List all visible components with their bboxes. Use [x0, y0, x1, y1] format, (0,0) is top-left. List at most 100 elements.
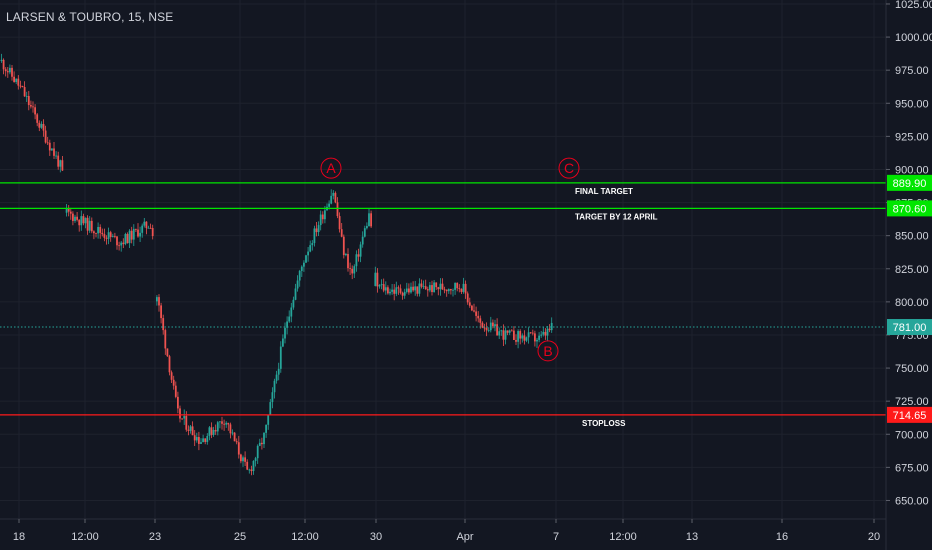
candle-body — [307, 251, 309, 256]
price-axis-label: 850.00 — [895, 231, 929, 243]
price-axis-label: 700.00 — [895, 429, 929, 441]
candle-body — [349, 268, 351, 269]
level-price-badge: 714.65 — [893, 410, 927, 422]
candle-body — [105, 237, 108, 239]
candle-body — [460, 288, 463, 292]
price-axis-label: 725.00 — [895, 396, 929, 408]
wave-label: B — [543, 343, 552, 359]
candle-body — [235, 441, 238, 443]
candle-body — [248, 469, 251, 471]
candle-body — [11, 67, 13, 77]
candle-body — [437, 287, 440, 290]
time-axis-label: 13 — [686, 531, 698, 543]
candle-body — [370, 213, 372, 227]
candle-body — [27, 96, 30, 106]
candle-body — [139, 232, 141, 237]
candle-body — [382, 284, 385, 291]
candle-body — [458, 288, 461, 290]
candle-body — [319, 214, 322, 226]
candle-body — [193, 435, 196, 441]
candle-body — [294, 288, 297, 300]
candle-body — [195, 437, 198, 441]
time-axis-label: 7 — [553, 531, 559, 543]
candle-body — [397, 287, 400, 289]
candle-body — [242, 457, 244, 462]
candle-body — [57, 155, 60, 167]
candle-body — [122, 242, 125, 245]
candle-body — [284, 327, 286, 339]
candle-body — [65, 208, 68, 213]
candle-body — [466, 293, 469, 303]
candle-body — [174, 385, 177, 397]
candle-body — [164, 330, 167, 349]
candle-body — [506, 330, 509, 333]
candle-body — [384, 287, 387, 291]
candle-body — [475, 311, 477, 316]
candle-body — [42, 123, 45, 131]
candle-body — [216, 422, 219, 432]
candle-body — [111, 236, 114, 237]
candle-body — [441, 283, 444, 290]
candle-body — [420, 283, 423, 287]
candle-body — [168, 356, 171, 373]
candle-body — [447, 289, 450, 292]
candle-body — [342, 236, 345, 256]
candle-body — [527, 332, 530, 338]
candle-body — [424, 286, 427, 290]
candle-body — [324, 210, 326, 220]
candle-body — [137, 229, 139, 237]
candle-body — [210, 427, 213, 435]
candle-body — [403, 291, 406, 296]
candle-body — [389, 291, 391, 294]
candle-body — [246, 461, 249, 470]
candle-body — [525, 337, 528, 341]
candle-body — [101, 232, 104, 235]
candle-body — [359, 244, 362, 257]
candle-body — [315, 228, 318, 233]
candle-body — [338, 216, 341, 230]
candle-body — [90, 220, 93, 232]
candle-body — [34, 107, 36, 115]
candle-body — [208, 427, 211, 436]
candle-body — [229, 424, 232, 434]
candle-body — [351, 268, 354, 274]
candle-body — [538, 335, 540, 340]
candle-body — [277, 368, 280, 375]
candle-body — [548, 328, 551, 331]
candle-body — [298, 270, 301, 281]
level-annotation: TARGET BY 12 APRIL — [575, 212, 658, 221]
candle-body — [275, 374, 278, 381]
candle-body — [479, 318, 482, 323]
wave-label-circle — [320, 157, 342, 179]
candle-body — [269, 402, 272, 416]
level-price-badge-bg — [887, 200, 932, 217]
candle-body — [0, 59, 3, 61]
candle-body — [540, 334, 543, 336]
candle-body — [82, 216, 85, 224]
candle-body — [6, 71, 9, 73]
candle-body — [368, 213, 370, 227]
candle-body — [391, 289, 393, 292]
time-axis-label: 20 — [868, 531, 880, 543]
candle-body — [435, 282, 438, 288]
candle-body — [19, 85, 22, 87]
candle-body — [300, 266, 303, 271]
candle-body — [156, 297, 158, 302]
candle-body — [523, 335, 526, 341]
candle-body — [158, 297, 160, 306]
candle-body — [290, 307, 293, 317]
candle-body — [387, 287, 389, 294]
candle-body — [21, 85, 24, 88]
candle-body — [261, 442, 263, 445]
candle-body — [445, 289, 448, 292]
candle-body — [53, 148, 55, 156]
candle-body — [114, 236, 116, 237]
candle-body — [426, 289, 429, 291]
candle-body — [456, 282, 459, 289]
candle-body — [544, 331, 547, 336]
candle-body — [332, 192, 335, 196]
wave-label-circle — [537, 340, 559, 362]
candle-body — [95, 233, 97, 234]
candle-body — [429, 285, 431, 291]
